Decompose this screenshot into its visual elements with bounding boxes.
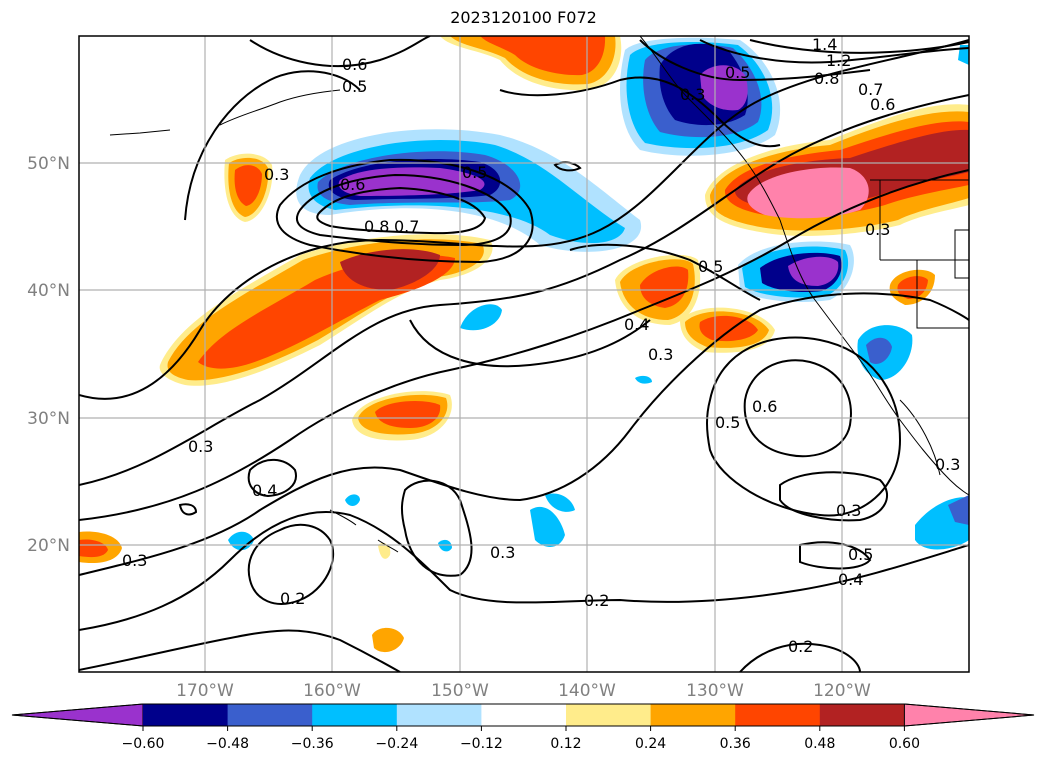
contour-label: 0.3 bbox=[680, 85, 705, 104]
contour-label: 0.2 bbox=[788, 637, 813, 656]
colorbar-segment bbox=[650, 704, 736, 726]
contour-label: 0.3 bbox=[836, 501, 861, 520]
contour-label: 0.2 bbox=[584, 591, 609, 610]
colorbar-segment bbox=[819, 704, 905, 726]
colorbar-tick-label: −0.24 bbox=[375, 736, 418, 752]
contour-label: 0.5 bbox=[715, 413, 740, 432]
purple-region bbox=[338, 167, 485, 196]
lon-label: 160°W bbox=[303, 681, 361, 701]
contour-label: 0.4 bbox=[838, 570, 863, 589]
contour-label: 0.6 bbox=[870, 95, 895, 114]
contour-label: 0.5 bbox=[462, 163, 487, 182]
colorbar-tick-label: −0.48 bbox=[206, 736, 249, 752]
purple-ca bbox=[788, 256, 839, 286]
blue-spot-2b bbox=[866, 337, 892, 365]
contour-label: 0.4 bbox=[624, 315, 649, 334]
warm-spot-hi bbox=[372, 627, 404, 653]
warm-blob-4r bbox=[699, 315, 758, 342]
colorbar-segment bbox=[396, 704, 482, 726]
contour-label: 0.8 bbox=[814, 69, 839, 88]
warm-ne-corner bbox=[958, 45, 969, 65]
colorbar-segment bbox=[227, 704, 313, 726]
colorbar-tick-label: 0.24 bbox=[635, 736, 666, 752]
lon-label: 130°W bbox=[686, 681, 744, 701]
contour-label: 1.2 bbox=[826, 51, 851, 70]
contour-label: 0.5 bbox=[698, 257, 723, 276]
contour-label: 0.5 bbox=[342, 77, 367, 96]
contour-label: 1.4 bbox=[812, 35, 837, 54]
blue-spot-9 bbox=[438, 539, 452, 552]
contour-label: 0.3 bbox=[865, 220, 890, 239]
blue-spot-4 bbox=[545, 493, 575, 512]
colorbar: −0.60 −0.48 −0.36 −0.24 −0.12 0.12 0.24 0.36 0.4… bbox=[11, 703, 1035, 752]
colorbar-tick-label: 0.12 bbox=[550, 736, 581, 752]
contour-label: 0.4 bbox=[252, 481, 277, 500]
contour-label: 0.3 bbox=[648, 345, 673, 364]
warm-blob-5r bbox=[897, 276, 928, 299]
warm-spot-hi2 bbox=[378, 543, 391, 559]
blue-spot-3 bbox=[530, 506, 565, 547]
colorbar-tick-label: 0.60 bbox=[889, 736, 920, 752]
contour-label: 0.7 bbox=[394, 217, 419, 236]
lat-labels: 50°N 40°N 30°N 20°N bbox=[27, 154, 70, 556]
contour-label: 0.2 bbox=[280, 589, 305, 608]
warm-blob-1r bbox=[234, 165, 262, 206]
contour-label: 0.6 bbox=[752, 397, 777, 416]
lon-label: 150°W bbox=[431, 681, 489, 701]
colorbar-tick-label: −0.36 bbox=[291, 736, 334, 752]
blue-spot-1 bbox=[460, 304, 502, 331]
contour-label: 0.7 bbox=[858, 80, 883, 99]
coastlines bbox=[109, 36, 969, 553]
map-frame bbox=[78, 35, 970, 673]
contour-labels: 1.4 1.2 0.8 0.7 0.6 0.6 0.5 0.5 0.6 0.5 … bbox=[122, 35, 960, 656]
lat-label: 50°N bbox=[27, 154, 70, 174]
contour-label: 0.5 bbox=[848, 545, 873, 564]
lat-label: 40°N bbox=[27, 281, 70, 301]
contour-label: 0.3 bbox=[188, 437, 213, 456]
contour-label: 0.3 bbox=[264, 165, 289, 184]
colorbar-segment bbox=[312, 704, 398, 726]
colorbar-tick-label: 0.36 bbox=[720, 736, 751, 752]
colorbar-segment bbox=[481, 704, 567, 726]
lon-label: 140°W bbox=[558, 681, 616, 701]
blue-spot-8 bbox=[345, 494, 360, 506]
colorbar-extend-max bbox=[903, 703, 1035, 727]
blue-spot-10 bbox=[635, 375, 652, 384]
lon-labels: 170°W 160°W 150°W 140°W 130°W 120°W bbox=[176, 681, 871, 701]
lat-label: 30°N bbox=[27, 409, 70, 429]
lon-label: 120°W bbox=[813, 681, 871, 701]
contour-label: 0.3 bbox=[935, 455, 960, 474]
contour-label: 0.8 bbox=[364, 217, 389, 236]
warm-top-r bbox=[480, 36, 606, 76]
warm-blob-2r bbox=[375, 400, 441, 428]
colorbar-segment bbox=[143, 704, 229, 726]
contour-label: 0.3 bbox=[122, 551, 147, 570]
gridlines bbox=[79, 36, 969, 672]
warm-pnw-pink bbox=[747, 167, 869, 219]
contour-label: 0.5 bbox=[725, 63, 750, 82]
contour-label: 0.6 bbox=[342, 55, 367, 74]
blue-spot-7 bbox=[948, 495, 969, 525]
colorbar-tick-label: −0.12 bbox=[460, 736, 503, 752]
contour-label: 0.6 bbox=[340, 175, 365, 194]
colorbar-tick-label: 0.48 bbox=[804, 736, 835, 752]
warm-left-edge-r bbox=[79, 539, 108, 558]
lat-label: 20°N bbox=[27, 536, 70, 556]
warm-blob-3r bbox=[640, 266, 689, 308]
map-title: 2023120100 F072 bbox=[450, 8, 597, 27]
colorbar-extend-min bbox=[11, 703, 144, 727]
colorbar-tick-label: −0.60 bbox=[122, 736, 165, 752]
colorbar-segment bbox=[566, 704, 652, 726]
contour-label: 0.3 bbox=[490, 543, 515, 562]
colorbar-segment bbox=[735, 704, 821, 726]
lon-label: 170°W bbox=[176, 681, 234, 701]
